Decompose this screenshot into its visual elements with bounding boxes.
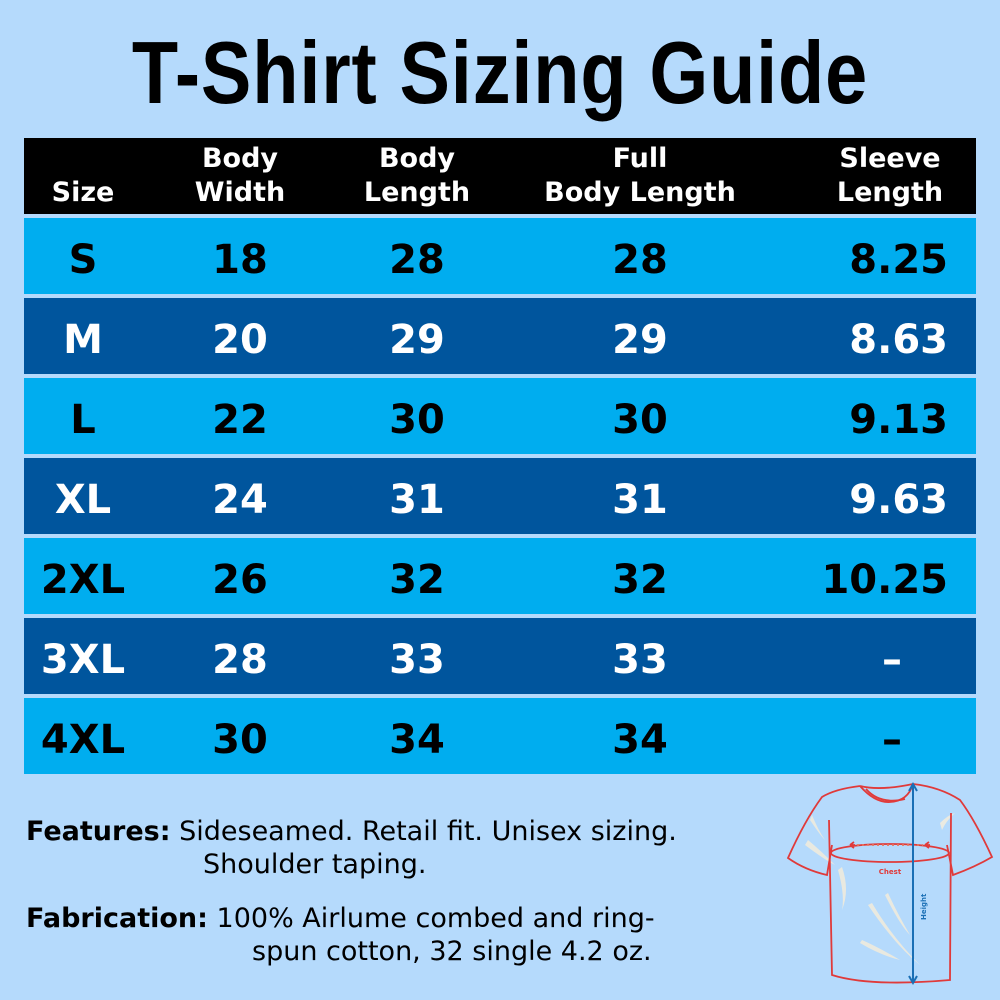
table-cell: 9.13 <box>849 397 948 443</box>
table-row: L 22 30 30 9.13 <box>24 378 976 454</box>
table-cell: 20 <box>212 317 268 363</box>
tshirt-diagram: Chest Height <box>786 781 994 986</box>
page-title: T-Shirt Sizing Guide <box>131 23 869 122</box>
table-cell: 30 <box>212 717 268 763</box>
column-header: Body Length <box>363 143 471 208</box>
table-header: Size Body Width Body Length Full Body Lengt… <box>24 138 976 214</box>
features-label: Features: <box>26 816 171 847</box>
column-header: Full Body Length <box>544 143 736 208</box>
table-cell: 31 <box>389 477 445 523</box>
height-label: Height <box>920 893 928 920</box>
table-cell: 30 <box>612 397 668 443</box>
fabrication-line: 100% Airlume combed and ring- <box>216 903 655 934</box>
column-header: Size <box>51 177 115 208</box>
fabrication-section: Fabrication: 100% Airlume combed and rin… <box>26 902 655 968</box>
features-section: Features: Sideseamed. Retail fit. Unisex… <box>26 815 677 881</box>
table-cell: XL <box>54 477 112 523</box>
table-row: S 18 28 28 8.25 <box>24 218 976 294</box>
column-header: Body Width <box>194 143 286 208</box>
table-cell: M <box>63 317 103 363</box>
table-cell: – <box>882 717 902 763</box>
table-cell: 31 <box>612 477 668 523</box>
table-cell: 34 <box>389 717 445 763</box>
table-cell: 9.63 <box>849 477 948 523</box>
table-cell: 26 <box>212 557 268 603</box>
table-cell: 18 <box>212 237 268 283</box>
table-cell: 10.25 <box>821 557 948 603</box>
fabrication-label: Fabrication: <box>26 903 208 934</box>
height-measure-line <box>908 781 918 986</box>
table-cell: 8.63 <box>849 317 948 363</box>
features-line: Sideseamed. Retail fit. Unisex sizing. <box>179 816 677 847</box>
table-row: M 20 29 29 8.63 <box>24 298 976 374</box>
table-cell: 33 <box>389 637 445 683</box>
table-cell: 22 <box>212 397 268 443</box>
features-line: Shoulder taping. <box>203 849 427 880</box>
table-cell: L <box>70 397 96 443</box>
table-cell: 8.25 <box>849 237 948 283</box>
table-cell: 28 <box>612 237 668 283</box>
size-table: Size Body Width Body Length Full Body Lengt… <box>24 138 976 774</box>
table-cell: 3XL <box>40 637 126 683</box>
table-cell: 28 <box>389 237 445 283</box>
table-cell: 29 <box>612 317 668 363</box>
fabrication-line: spun cotton, 32 single 4.2 oz. <box>252 936 652 967</box>
table-cell: 34 <box>612 717 668 763</box>
chest-label: Chest <box>879 868 902 876</box>
table-cell: 28 <box>212 637 268 683</box>
table-row: 2XL 26 32 32 10.25 <box>24 538 976 614</box>
fabric-highlights <box>805 813 955 965</box>
shirt-outline <box>786 783 994 984</box>
column-header: Sleeve Length <box>836 143 944 208</box>
table-cell: 29 <box>389 317 445 363</box>
table-cell: 30 <box>389 397 445 443</box>
table-cell: 33 <box>612 637 668 683</box>
table-cell: 32 <box>612 557 668 603</box>
table-row: 4XL 30 34 34 – <box>24 698 976 774</box>
table-row: 3XL 28 33 33 – <box>24 618 976 694</box>
table-cell: 32 <box>389 557 445 603</box>
table-cell: 2XL <box>40 557 126 603</box>
table-cell: – <box>882 637 902 683</box>
table-cell: S <box>68 237 98 283</box>
table-cell: 4XL <box>40 717 126 763</box>
table-cell: 24 <box>212 477 268 523</box>
table-row: XL 24 31 31 9.63 <box>24 458 976 534</box>
